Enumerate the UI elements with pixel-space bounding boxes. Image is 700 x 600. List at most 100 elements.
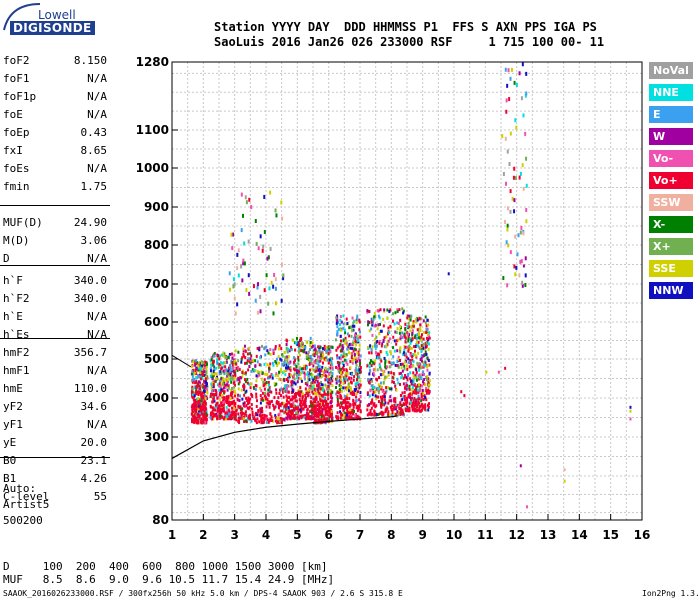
echo-point [304,381,307,385]
echo-point [506,149,509,154]
echo-point [287,406,290,410]
echo-point [309,348,312,352]
echo-point [414,374,417,378]
digisonde-logo: Lowell DIGISONDE [0,0,95,42]
echo-point [287,355,290,359]
echo-point [504,219,507,224]
echo-point [309,340,312,344]
echo-point [426,336,429,340]
param-row-h-es: h`Es N/A [3,328,107,343]
echo-point [522,186,525,191]
echo-point [201,367,204,371]
echo-point [343,375,346,379]
echo-point [263,383,266,387]
echo-point [310,345,313,349]
echo-point [388,360,391,364]
echo-point [324,392,327,396]
echo-point [345,388,348,392]
echo-point [191,371,194,375]
echo-point [419,376,422,380]
echo-point [216,358,219,362]
echo-point [234,414,237,418]
echo-point [420,356,423,360]
echo-point [294,368,297,372]
echo-point [299,394,302,398]
echo-point [258,346,261,350]
echo-point [244,419,247,423]
echo-point [339,380,342,384]
echo-point [388,399,391,403]
echo-point [235,366,238,370]
echo-point [407,321,410,325]
echo-point [351,361,354,365]
echo-point [201,383,204,387]
echo-point [215,389,218,393]
echo-point [244,371,247,375]
echo-point [297,355,300,359]
echo-point [229,369,232,373]
echo-point [209,413,212,417]
echo-point [419,366,422,370]
echo-point [230,375,233,379]
echo-point [422,354,425,358]
echo-point [243,261,246,266]
echo-point [266,363,269,367]
echo-point [302,367,305,371]
echo-point [345,369,348,373]
echo-point [206,388,209,392]
echo-point [342,406,345,410]
echo-point [283,379,286,383]
echo-point [386,353,389,357]
echo-point [512,175,515,180]
echo-point [355,399,358,403]
echo-point [514,234,517,239]
echo-point [350,415,353,419]
echo-point [377,383,380,387]
echo-point [355,381,358,385]
echo-point [248,399,251,403]
echo-point [412,320,415,324]
echo-point [427,347,430,351]
echo-point [412,374,415,378]
echo-point [311,390,314,394]
echo-point [388,387,391,391]
echo-point [218,384,221,388]
param-value: N/A [87,310,107,323]
echo-point [292,407,295,411]
echo-point [237,273,240,278]
echo-point [233,353,236,357]
echo-point [377,353,380,357]
echo-point [371,379,374,383]
echo-point [378,376,381,380]
echo-point [411,402,414,406]
echo-point [408,361,411,365]
echo-point [331,374,334,378]
echo-point [316,407,319,411]
param-value: N/A [87,364,107,377]
echo-point [426,327,429,331]
echo-point [299,372,302,376]
echo-point [344,411,347,415]
param-value: 55 [93,490,107,503]
echo-point [330,360,333,364]
echo-point [242,384,245,388]
param-label: h`F2 [3,292,30,305]
echo-point [497,370,500,374]
echo-point [304,414,307,418]
echo-point [318,374,321,378]
echo-point [398,372,401,376]
echo-point [408,365,411,369]
echo-point [221,353,224,357]
echo-point [511,196,514,201]
echo-point [416,361,419,365]
echo-point [336,356,339,360]
echo-point [380,344,383,348]
echo-point [375,397,378,401]
echo-point [515,265,518,270]
echo-point [324,406,327,410]
echo-point [396,321,399,325]
echo-point [287,347,290,351]
echo-point [387,386,390,390]
echo-point [293,381,296,385]
echo-point [287,378,290,382]
